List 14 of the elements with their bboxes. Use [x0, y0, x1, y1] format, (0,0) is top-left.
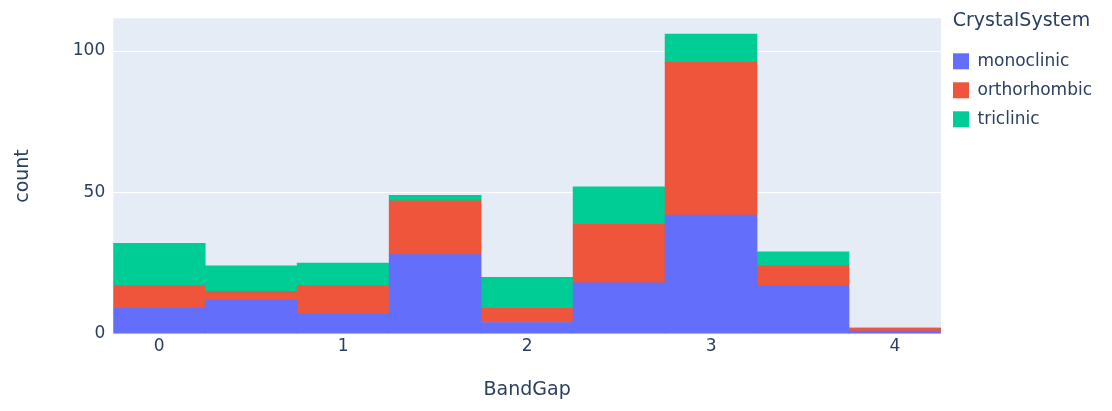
- legend-label: triclinic: [977, 107, 1040, 128]
- x-tick-label: 0: [153, 335, 165, 356]
- x-tick-label: 3: [705, 335, 717, 356]
- x-tick-label: 1: [337, 335, 349, 356]
- y-tick-label: 0: [94, 322, 106, 343]
- legend-label: monoclinic: [977, 49, 1070, 70]
- x-tick-label: 2: [521, 335, 533, 356]
- legend-label: orthorhombic: [977, 78, 1093, 99]
- y-tick-label: 100: [72, 39, 106, 60]
- legend-title: CrystalSystem: [952, 8, 1091, 31]
- y-axis-title: count: [10, 149, 33, 203]
- y-tick-label: 50: [83, 180, 106, 201]
- x-tick-label: 4: [889, 335, 901, 356]
- x-axis-title: BandGap: [483, 376, 571, 399]
